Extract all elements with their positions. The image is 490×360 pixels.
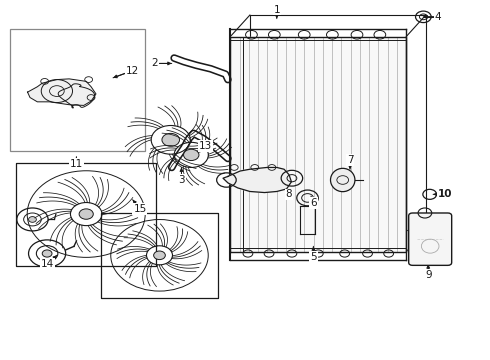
- Text: 2: 2: [151, 58, 158, 68]
- Text: 12: 12: [126, 66, 139, 76]
- Circle shape: [162, 134, 179, 146]
- Circle shape: [28, 217, 36, 222]
- Text: 8: 8: [286, 189, 293, 199]
- Text: 7: 7: [347, 155, 353, 165]
- Text: 1: 1: [273, 5, 280, 15]
- Text: 4: 4: [435, 12, 441, 22]
- Text: 14: 14: [41, 259, 54, 269]
- Text: 3: 3: [178, 175, 185, 185]
- Bar: [101, 213, 218, 298]
- FancyBboxPatch shape: [409, 213, 452, 265]
- Text: 9: 9: [425, 270, 432, 280]
- Circle shape: [42, 250, 52, 257]
- Bar: [16, 162, 156, 266]
- Text: 5: 5: [310, 252, 317, 262]
- Text: 6: 6: [310, 198, 317, 208]
- Polygon shape: [230, 37, 406, 252]
- Text: 13: 13: [199, 141, 213, 151]
- Circle shape: [154, 251, 165, 260]
- Polygon shape: [223, 167, 292, 193]
- Text: 15: 15: [133, 204, 147, 214]
- Polygon shape: [27, 79, 96, 105]
- Bar: [10, 30, 145, 151]
- Circle shape: [184, 149, 199, 161]
- Text: 11: 11: [70, 159, 83, 169]
- Circle shape: [79, 209, 93, 219]
- Text: 10: 10: [438, 189, 453, 199]
- Ellipse shape: [331, 168, 355, 192]
